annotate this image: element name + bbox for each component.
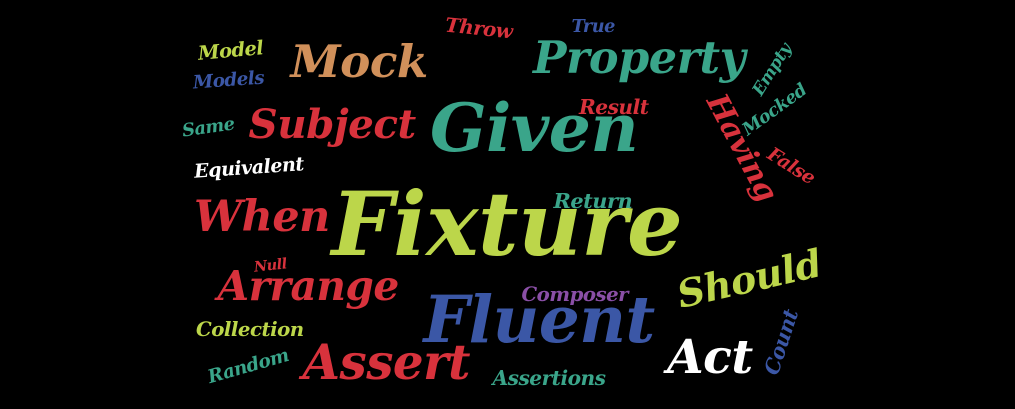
word-return: Return (553, 187, 633, 213)
word-composer: Composer (521, 283, 629, 306)
word-when: When (194, 191, 330, 242)
word-act: Act (667, 329, 753, 385)
word-fluent: Fluent (423, 283, 656, 358)
word-arrange: Arrange (217, 261, 400, 310)
word-subject: Subject (248, 100, 417, 148)
word-property: Property (533, 30, 745, 84)
word-mock: Mock (290, 33, 429, 88)
word-collection: Collection (196, 317, 304, 341)
word-given: Given (430, 89, 639, 167)
word-count: Count (758, 306, 803, 378)
word-models: Models (191, 67, 265, 94)
word-assertions: Assertions (492, 366, 607, 390)
word-same: Same (180, 113, 236, 142)
word-null: Null (252, 255, 287, 276)
word-true: True (571, 16, 616, 37)
word-model: Model (196, 35, 264, 65)
word-should: Should (672, 240, 826, 317)
word-assert: Assert (302, 335, 471, 391)
word-result: Result (579, 95, 649, 119)
word-fixture: Fixture (331, 173, 683, 276)
word-random: Random (205, 344, 291, 388)
word-throw: Throw (443, 12, 514, 44)
word-equivalent: Equivalent (193, 151, 305, 183)
